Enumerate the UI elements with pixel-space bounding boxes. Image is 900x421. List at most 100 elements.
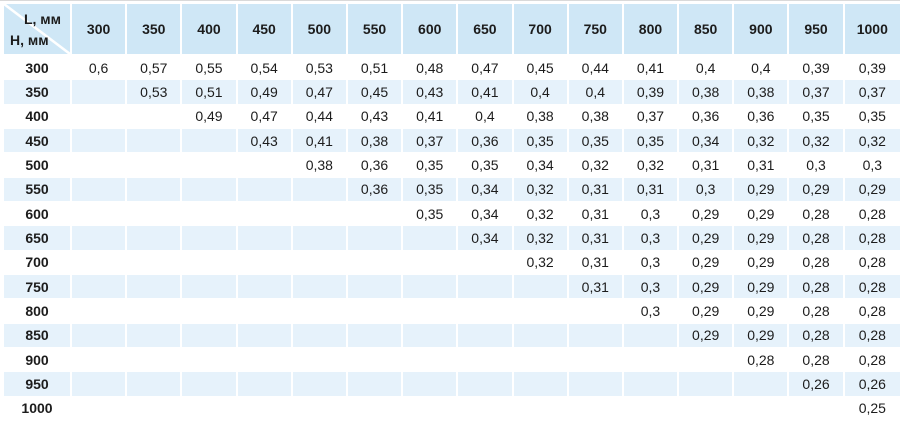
empty-cell — [513, 299, 569, 324]
value-cell: 0,32 — [789, 128, 845, 154]
value-cell: 0,43 — [237, 128, 293, 154]
empty-cell — [182, 347, 238, 373]
table-row: 900 0,28 0,28 0,28 — [4, 347, 900, 373]
value-cell: 0,31 — [734, 153, 790, 178]
value-cell: 0,32 — [734, 128, 790, 154]
empty-cell — [403, 396, 459, 421]
value-cell: 0,53 — [292, 56, 348, 81]
value-cell: 0,51 — [182, 80, 238, 105]
empty-cell — [72, 372, 128, 397]
empty-cell — [237, 299, 293, 324]
value-cell: 0,57 — [127, 56, 183, 81]
value-cell: 0,4 — [679, 56, 735, 81]
empty-cell — [72, 323, 128, 348]
value-cell: 0,39 — [623, 80, 680, 105]
value-cell: 0,39 — [789, 56, 845, 81]
empty-cell — [403, 323, 459, 348]
header-row: L, мм H, мм 300 350 400 450 500 550 600 650 700 7… — [4, 4, 900, 56]
empty-cell — [237, 396, 293, 421]
value-cell: 0,45 — [513, 56, 569, 81]
empty-cell — [458, 299, 514, 324]
empty-cell — [72, 274, 128, 300]
row-header: 650 — [4, 226, 72, 251]
column-header: 400 — [182, 4, 238, 56]
empty-cell — [182, 226, 238, 251]
empty-cell — [182, 153, 238, 178]
value-cell: 0,41 — [403, 104, 459, 129]
empty-cell — [182, 323, 238, 348]
empty-cell — [458, 347, 514, 373]
value-cell: 0,3 — [623, 299, 680, 324]
value-cell: 0,35 — [844, 105, 900, 129]
row-header: 550 — [4, 177, 72, 202]
empty-cell — [182, 250, 238, 275]
value-cell: 0,31 — [568, 250, 624, 275]
value-cell: 0,29 — [679, 299, 735, 324]
empty-cell — [734, 396, 790, 421]
value-cell: 0,34 — [458, 177, 514, 202]
value-cell: 0,26 — [844, 372, 900, 397]
value-cell: 0,32 — [623, 153, 680, 178]
empty-cell — [182, 372, 238, 397]
table-row: 450 0,43 0,41 0,38 0,37 0,36 0,35 0,35 0,35 0,34 0… — [4, 128, 900, 154]
empty-cell — [513, 347, 569, 373]
empty-cell — [72, 104, 128, 129]
row-header: 450 — [4, 128, 72, 154]
value-cell: 0,3 — [623, 201, 680, 227]
column-header: 750 — [568, 4, 624, 56]
value-cell: 0,53 — [127, 80, 183, 105]
empty-cell — [568, 347, 624, 373]
empty-cell — [127, 372, 183, 397]
empty-cell — [347, 372, 404, 397]
value-cell: 0,41 — [458, 80, 514, 105]
empty-cell — [292, 372, 348, 397]
empty-cell — [292, 396, 348, 421]
column-header: 600 — [403, 4, 459, 56]
empty-cell — [127, 323, 183, 348]
value-cell: 0,55 — [182, 56, 238, 81]
empty-cell — [292, 250, 348, 275]
value-cell: 0,47 — [292, 80, 348, 105]
empty-cell — [237, 250, 293, 275]
value-cell: 0,43 — [347, 104, 404, 129]
empty-cell — [127, 201, 183, 227]
column-header: 800 — [623, 4, 680, 56]
corner-cell: L, мм H, мм — [4, 4, 72, 56]
empty-cell — [623, 323, 680, 348]
value-cell: 0,29 — [679, 201, 735, 227]
value-cell: 0,29 — [789, 177, 845, 202]
value-cell: 0,35 — [403, 153, 459, 178]
empty-cell — [403, 250, 459, 275]
column-header: 450 — [237, 4, 293, 56]
row-header: 850 — [4, 323, 72, 348]
empty-cell — [458, 396, 514, 421]
empty-cell — [72, 177, 128, 202]
value-cell: 0,29 — [734, 226, 790, 251]
table-row: 400 0,49 0,47 0,44 0,43 0,41 0,4 0,38 0,38 0,37 0,… — [4, 104, 900, 129]
value-cell: 0,54 — [237, 56, 293, 81]
value-cell: 0,29 — [734, 274, 790, 300]
column-header: 950 — [789, 4, 845, 56]
empty-cell — [403, 347, 459, 373]
empty-cell — [679, 347, 735, 373]
column-header: 850 — [679, 4, 735, 56]
empty-cell — [347, 201, 404, 227]
value-cell: 0,28 — [844, 202, 900, 227]
value-cell: 0,29 — [734, 299, 790, 324]
column-header: 700 — [513, 4, 569, 56]
column-header: 1000 — [844, 4, 900, 56]
row-header: 350 — [4, 80, 72, 105]
empty-cell — [127, 177, 183, 202]
value-cell: 0,31 — [568, 274, 624, 300]
value-cell: 0,35 — [458, 153, 514, 178]
empty-cell — [237, 323, 293, 348]
empty-cell — [347, 226, 404, 251]
value-cell: 0,51 — [347, 56, 404, 81]
value-cell: 0,32 — [513, 201, 569, 227]
empty-cell — [72, 396, 128, 421]
empty-cell — [72, 299, 128, 324]
empty-cell — [182, 128, 238, 154]
value-cell: 0,48 — [403, 56, 459, 81]
empty-cell — [72, 128, 128, 154]
